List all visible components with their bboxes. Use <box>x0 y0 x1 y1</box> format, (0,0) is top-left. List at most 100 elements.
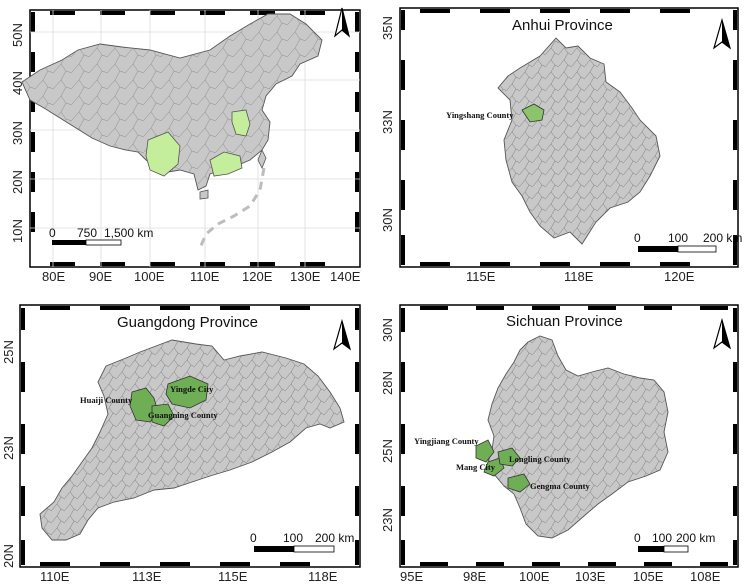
y-tick-label: 50N <box>10 23 25 47</box>
county-label: Huaiji County <box>80 395 133 405</box>
county-label: Yingde City <box>170 384 214 394</box>
scale-label: 0 <box>49 226 56 240</box>
highlight-guangdong <box>209 151 243 177</box>
highlight-anhui <box>231 109 251 137</box>
y-tick-label: 28N <box>380 371 395 395</box>
panel-china-y-tick-labels: 10N 20N 30N 40N 50N <box>10 23 25 243</box>
county-longling <box>497 447 521 467</box>
county-gengma <box>507 473 531 493</box>
panel-china: 0 750 1,500 km 80E 90E 100E 110E 120E 13… <box>10 7 361 284</box>
panel-anhui-x-tick-labels: 115E 118E 120E <box>466 269 695 284</box>
x-tick-label: 100E <box>134 269 165 284</box>
scale-label: 750 <box>77 226 97 240</box>
county-label: Longling County <box>509 454 571 464</box>
y-tick-label: 23N <box>1 436 16 460</box>
guangdong-county-boundaries <box>40 340 344 540</box>
x-tick-label: 95E <box>400 569 423 584</box>
panel-china-scale-bar: 0 750 1,500 km <box>49 226 153 246</box>
x-tick-label: 80E <box>42 269 65 284</box>
scale-label: 0 <box>250 531 257 545</box>
hainan-island <box>199 189 209 200</box>
panel-sichuan-y-tick-labels: 23N 25N 28N 30N <box>380 318 395 532</box>
county-guangning <box>151 403 175 427</box>
x-tick-label: 113E <box>132 569 162 584</box>
panel-title: Guangdong Province <box>117 314 258 331</box>
county-yingjiang <box>475 439 495 463</box>
north-arrow-icon <box>333 7 351 38</box>
panel-guangdong: Guangdong Province Huaiji County Yingde … <box>1 304 361 584</box>
x-tick-label: 100E <box>519 569 550 584</box>
panel-sichuan: Sichuan Province Yingjiang County Mang C… <box>380 304 739 584</box>
x-tick-label: 108E <box>690 569 721 584</box>
county-label: Gengma County <box>530 481 590 491</box>
north-arrow-icon <box>332 318 352 351</box>
panel-china-x-tick-labels: 80E 90E 100E 110E 120E 130E 140E <box>42 269 361 284</box>
x-tick-label: 115E <box>218 569 248 584</box>
county-yingshang <box>521 103 545 123</box>
x-tick-label: 118E <box>308 569 338 584</box>
x-tick-label: 130E <box>290 269 321 284</box>
x-tick-label: 105E <box>633 569 664 584</box>
county-label: Mang City <box>456 462 496 472</box>
panel-anhui-border-ticks <box>401 9 737 266</box>
scale-label: 100 <box>668 231 688 245</box>
x-tick-label: 110E <box>40 569 70 584</box>
panel-anhui: Anhui Province Yingshang County 0 100 20… <box>380 7 742 284</box>
y-tick-label: 33N <box>380 110 395 134</box>
x-tick-label: 90E <box>89 269 112 284</box>
x-tick-label: 120E <box>664 269 695 284</box>
panel-title: Anhui Province <box>512 17 613 34</box>
county-label: Yingjiang County <box>414 436 479 446</box>
north-arrow-icon <box>712 317 732 350</box>
panel-sichuan-border-ticks <box>401 306 737 566</box>
x-tick-label: 103E <box>575 569 606 584</box>
y-tick-label: 25N <box>380 439 395 463</box>
y-tick-label: 25N <box>1 340 16 364</box>
scale-label: 100 <box>283 531 303 545</box>
panel-guangdong-scale-bar: 0 100 200 km <box>250 531 354 553</box>
x-tick-label: 140E <box>330 269 361 284</box>
x-tick-label: 118E <box>564 269 594 284</box>
panel-guangdong-x-tick-labels: 110E 113E 115E 118E <box>40 569 338 584</box>
x-tick-label: 120E <box>242 269 273 284</box>
scale-label: 0 <box>634 531 641 545</box>
scale-label: 0 <box>634 231 641 245</box>
panel-guangdong-y-tick-labels: 20N 23N 25N <box>1 340 16 568</box>
y-tick-label: 20N <box>1 544 16 568</box>
scale-label: 200 km <box>315 531 354 545</box>
scale-label: 1,500 km <box>104 226 153 240</box>
county-label: Yingshang County <box>446 110 514 120</box>
x-tick-label: 98E <box>463 569 486 584</box>
panel-anhui-y-tick-labels: 30N 33N 35N <box>380 16 395 232</box>
y-tick-label: 40N <box>10 71 25 95</box>
china-province-boundaries <box>22 14 322 190</box>
highlight-sichuan <box>145 131 181 177</box>
scale-label: 200 km <box>703 231 742 245</box>
x-tick-label: 115E <box>466 269 496 284</box>
y-tick-label: 20N <box>10 170 25 194</box>
y-tick-label: 30N <box>380 208 395 232</box>
anhui-county-boundaries <box>498 38 660 244</box>
y-tick-label: 30N <box>10 121 25 145</box>
y-tick-label: 35N <box>380 16 395 40</box>
panel-sichuan-x-tick-labels: 95E 98E 100E 103E 105E 108E <box>400 569 721 584</box>
north-arrow-icon <box>712 17 732 50</box>
y-tick-label: 23N <box>380 508 395 532</box>
panel-guangdong-border-ticks <box>21 306 359 566</box>
county-label: Guangning County <box>148 410 218 420</box>
y-tick-label: 10N <box>10 219 25 243</box>
x-tick-label: 110E <box>190 269 220 284</box>
panel-anhui-scale-bar: 0 100 200 km <box>634 231 742 253</box>
y-tick-label: 30N <box>380 318 395 342</box>
nine-dash-line <box>198 167 266 249</box>
panel-sichuan-scale-bar: 0 100 200 km <box>634 531 715 553</box>
scale-label: 200 km <box>676 531 715 545</box>
sichuan-county-boundaries <box>488 336 668 538</box>
panel-title: Sichuan Province <box>506 313 623 330</box>
scale-label: 100 <box>652 531 672 545</box>
taiwan-island <box>257 149 267 169</box>
panel-china-border-ticks <box>31 11 359 266</box>
county-mang <box>483 457 505 477</box>
county-yingde <box>165 375 209 409</box>
